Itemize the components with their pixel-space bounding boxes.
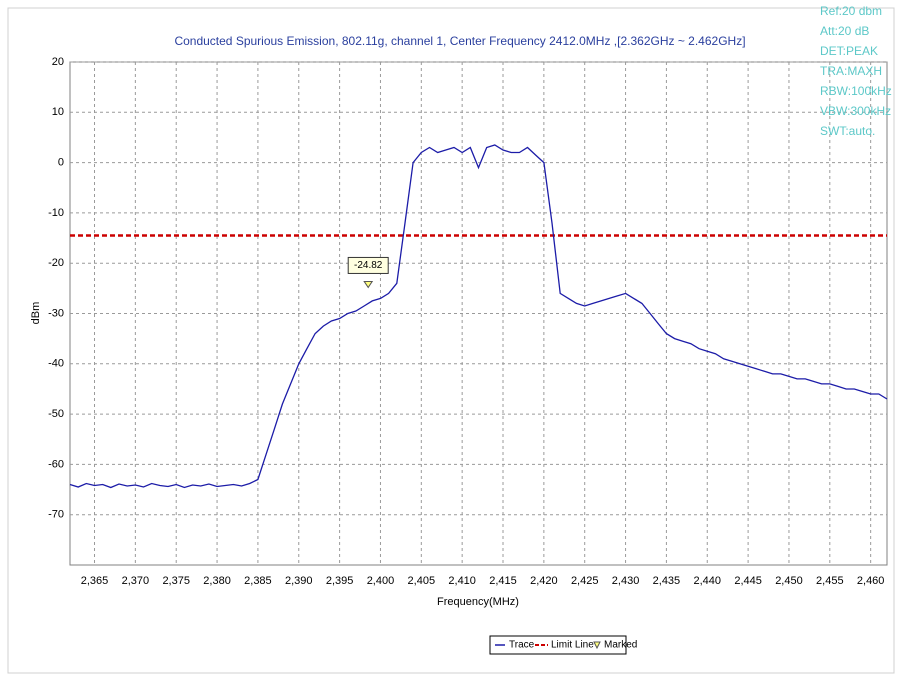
x-tick-label: 2,390 [285,575,313,587]
y-tick-label: -30 [48,307,64,319]
annotation: VBW:300kHz [820,104,891,118]
annotation: Att:20 dB [820,24,869,38]
y-tick-label: -10 [48,207,64,219]
chart-title: Conducted Spurious Emission, 802.11g, ch… [174,34,745,48]
trace-line [69,144,888,489]
x-tick-label: 2,385 [244,575,272,587]
x-tick-label: 2,370 [122,575,150,587]
x-tick-label: 2,435 [653,575,681,587]
x-tick-label: 2,450 [775,575,803,587]
marker-label: -24.82 [354,260,383,271]
y-tick-label: -50 [48,408,64,420]
x-tick-label: 2,380 [203,575,231,587]
x-tick-label: 2,410 [448,575,476,587]
y-tick-label: -40 [48,358,64,370]
x-tick-label: 2,420 [530,575,558,587]
legend-label: Trace [509,640,535,651]
annotation: Ref:20 dbm [820,4,882,18]
x-tick-label: 2,455 [816,575,844,587]
x-tick-label: 2,395 [326,575,354,587]
y-tick-label: -60 [48,458,64,470]
annotation: DET:PEAK [820,44,878,58]
x-tick-label: 2,400 [367,575,395,587]
annotation: SWT:auto. [820,124,875,138]
annotation: TRA:MAXH [820,64,882,78]
x-axis-label: Frequency(MHz) [437,596,519,608]
y-tick-label: -20 [48,257,64,269]
y-tick-label: -70 [48,509,64,521]
x-tick-label: 2,440 [693,575,721,587]
marker [363,280,374,289]
x-tick-label: 2,445 [734,575,762,587]
y-axis-label: dBm [30,302,42,325]
y-tick-label: 0 [58,157,64,169]
legend-box [489,635,627,655]
x-tick-label: 2,460 [857,575,885,587]
legend-label: Limit Line [551,640,594,651]
x-tick-label: 2,375 [162,575,190,587]
legend-swatch [593,641,601,650]
annotation: RBW:100kHz [820,84,892,98]
marker-label-box [347,256,389,274]
legend-label: Marked [604,640,637,651]
x-tick-label: 2,425 [571,575,599,587]
y-tick-label: 10 [52,106,64,118]
x-tick-label: 2,430 [612,575,640,587]
x-tick-label: 2,405 [408,575,436,587]
x-tick-label: 2,415 [489,575,517,587]
x-tick-label: 2,365 [81,575,109,587]
y-tick-label: 20 [52,56,64,68]
